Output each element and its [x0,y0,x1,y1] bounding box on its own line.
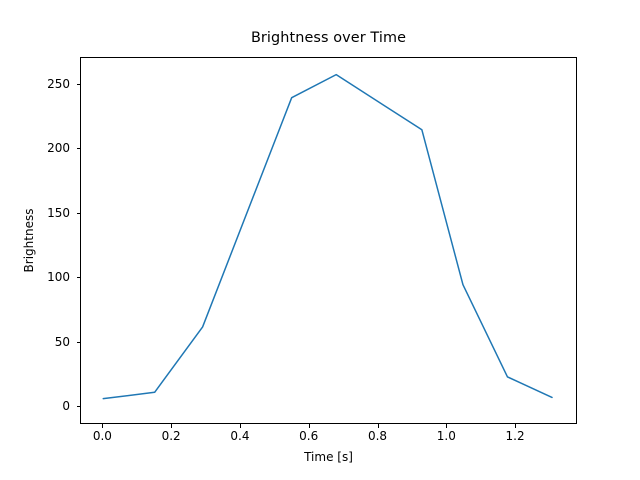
x-tick-label: 0.6 [299,429,319,443]
x-tick-label: 0.8 [367,429,388,443]
data-polyline [102,73,553,400]
x-tick-mark [446,424,448,428]
x-tick-label: 1.0 [436,429,456,443]
x-tick-mark [171,424,173,428]
y-tick-mark [76,212,80,214]
x-tick-label: 0.0 [92,429,112,443]
x-tick-mark [308,424,310,428]
y-tick-label: 200 [47,141,70,156]
y-tick-label: 150 [47,205,70,220]
x-tick-mark [102,424,104,428]
y-tick-mark [76,277,80,279]
x-tick-mark [515,424,517,428]
x-axis-label: Time [s] [304,450,353,464]
y-axis-label: Brightness [22,208,36,273]
y-tick-label: 250 [47,77,70,92]
y-tick-mark [76,148,80,150]
y-tick-mark [76,405,80,407]
x-tick-mark [377,424,379,428]
y-tick-label: 100 [47,270,70,285]
x-tick-label: 0.4 [230,429,250,443]
y-tick-label: 0 [62,398,70,413]
line-series-brightness [102,73,553,400]
y-tick-mark [76,341,80,343]
y-tick-label: 50 [54,334,70,349]
x-tick-label: 1.2 [505,429,525,443]
x-tick-label: 0.2 [161,429,181,443]
chart-title: Brightness over Time [250,30,407,46]
x-tick-mark [239,424,241,428]
plot-area [80,57,577,424]
y-tick-mark [76,84,80,86]
